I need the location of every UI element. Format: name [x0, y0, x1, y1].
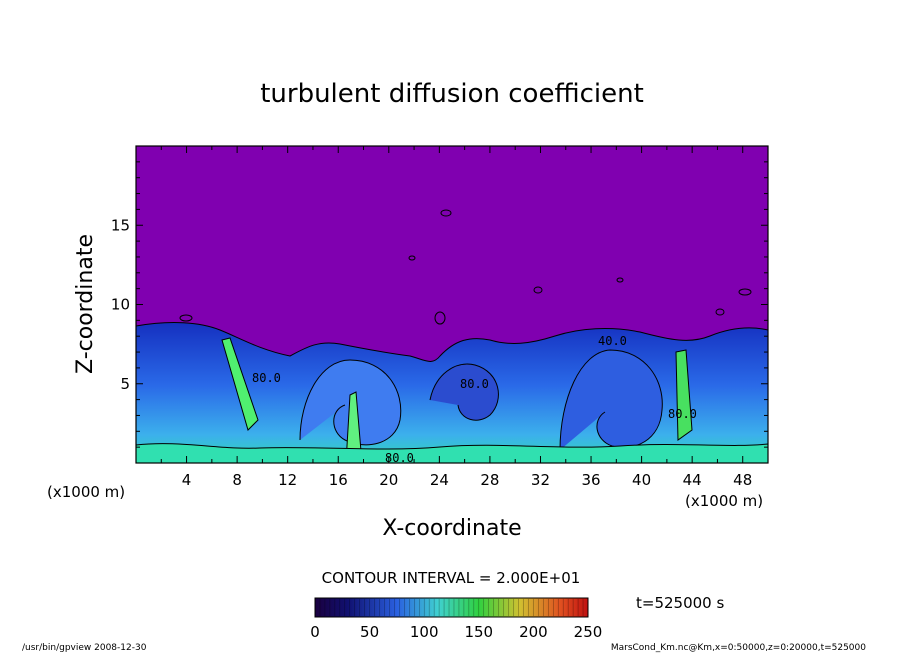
- x-tick-label: 28: [480, 471, 499, 489]
- colorbar-tick-label: 50: [360, 623, 379, 641]
- plume-3: [675, 349, 693, 441]
- contour-label: 80.0: [252, 371, 281, 385]
- y-tick-label: 15: [111, 216, 130, 234]
- footer-left: /usr/bin/gpview 2008-12-30: [22, 643, 147, 653]
- vortex-3: [429, 363, 499, 421]
- plume-1: [221, 337, 259, 431]
- x-axis: 4 8 12 16 20 24 28 32 36 40 44 48: [160, 146, 752, 489]
- x-tick-label: 48: [733, 471, 752, 489]
- colorbar-tick-label: 150: [464, 623, 493, 641]
- colorbar-stripes: [319, 599, 584, 616]
- y-tick-label: 5: [120, 375, 130, 393]
- colorbar: [314, 597, 589, 618]
- x-tick-label: 24: [430, 471, 449, 489]
- colorbar-tick-label: 250: [574, 623, 603, 641]
- y-axis: 5 10 15: [111, 161, 768, 448]
- x-tick-label: 44: [683, 471, 702, 489]
- contour-label: 80.0: [460, 377, 489, 391]
- x-tick-label: 20: [379, 471, 398, 489]
- y-axis-title: Z-coordinate: [73, 234, 98, 374]
- contour-interval: CONTOUR INTERVAL = 2.000E+01: [322, 569, 581, 587]
- x-unit-right: (x1000 m): [685, 492, 763, 510]
- y-tick-label: 10: [111, 296, 130, 314]
- time-label: t=525000 s: [636, 594, 724, 612]
- colorbar-tick-label: 0: [310, 623, 320, 641]
- x-tick-label: 8: [232, 471, 242, 489]
- x-tick-label: 4: [182, 471, 192, 489]
- colorbar-tick-label: 100: [410, 623, 439, 641]
- surface-band: [136, 443, 768, 463]
- small-contours: [179, 209, 752, 325]
- colorbar-ticks: 0 50 100 150 200 250: [310, 623, 602, 641]
- colorbar-tick-label: 200: [519, 623, 548, 641]
- x-tick-label: 32: [531, 471, 550, 489]
- contour-label: 80.0: [385, 451, 414, 465]
- x-axis-title: X-coordinate: [382, 516, 521, 541]
- chart-title: turbulent diffusion coefficient: [260, 79, 644, 109]
- x-tick-label: 40: [632, 471, 651, 489]
- vortex-2: [559, 349, 663, 451]
- x-tick-label: 12: [278, 471, 297, 489]
- footer-right: MarsCond_Km.nc@Km,x=0:50000,z=0:20000,t=…: [611, 643, 866, 653]
- plot-area: 80.0 80.0 40.0 80.0 80.0: [136, 146, 768, 465]
- x-unit-left: (x1000 m): [47, 483, 125, 501]
- x-tick-label: 16: [329, 471, 348, 489]
- contour-label: 80.0: [668, 407, 697, 421]
- plume-2: [345, 391, 363, 463]
- contour-label: 40.0: [598, 334, 627, 348]
- x-tick-label: 36: [581, 471, 600, 489]
